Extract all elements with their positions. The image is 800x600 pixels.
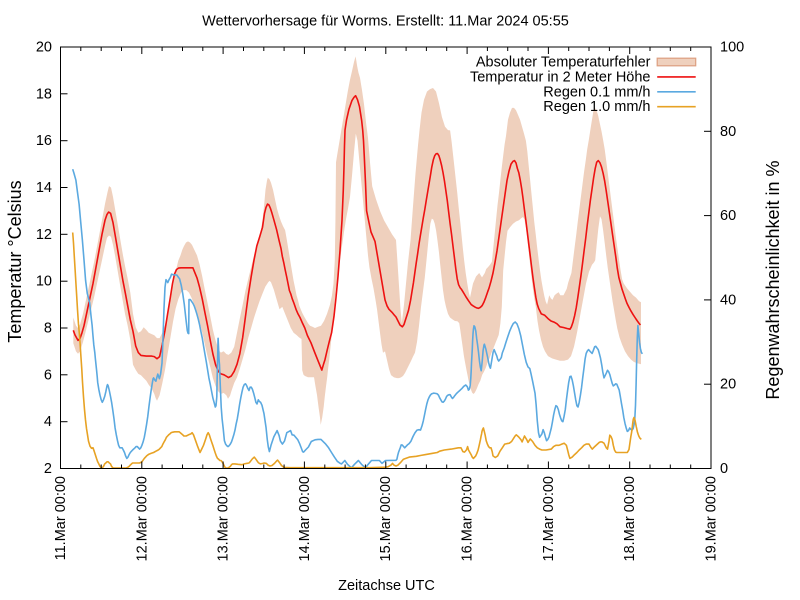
svg-text:Wettervorhersage für Worms. Er: Wettervorhersage für Worms. Erstellt: 11… xyxy=(202,14,569,30)
svg-text:12.Mar 00:00: 12.Mar 00:00 xyxy=(134,476,150,561)
svg-text:Regen 0.1 mm/h: Regen 0.1 mm/h xyxy=(543,84,650,100)
svg-text:20: 20 xyxy=(36,40,52,56)
svg-text:2: 2 xyxy=(44,461,52,477)
svg-text:17.Mar 00:00: 17.Mar 00:00 xyxy=(541,476,557,561)
svg-text:6: 6 xyxy=(44,367,52,383)
svg-text:8: 8 xyxy=(44,321,52,337)
svg-text:Zeitachse UTC: Zeitachse UTC xyxy=(338,578,435,594)
svg-text:16: 16 xyxy=(36,133,52,149)
svg-text:80: 80 xyxy=(720,124,736,140)
svg-text:4: 4 xyxy=(44,414,52,430)
svg-text:20: 20 xyxy=(720,377,736,393)
svg-text:14.Mar 00:00: 14.Mar 00:00 xyxy=(297,476,313,561)
svg-text:100: 100 xyxy=(720,40,744,56)
svg-text:10: 10 xyxy=(36,274,52,290)
svg-text:19.Mar 00:00: 19.Mar 00:00 xyxy=(704,476,720,561)
svg-text:Temperatur in 2 Meter Höhe: Temperatur in 2 Meter Höhe xyxy=(470,69,651,85)
svg-text:Absoluter Temperaturfehler: Absoluter Temperaturfehler xyxy=(476,55,651,71)
svg-text:11.Mar 00:00: 11.Mar 00:00 xyxy=(53,476,69,560)
svg-text:15.Mar 00:00: 15.Mar 00:00 xyxy=(378,476,394,561)
svg-text:16.Mar 00:00: 16.Mar 00:00 xyxy=(460,476,476,561)
svg-text:Regen 1.0 mm/h: Regen 1.0 mm/h xyxy=(543,99,650,115)
svg-text:0: 0 xyxy=(720,461,728,477)
svg-text:13.Mar 00:00: 13.Mar 00:00 xyxy=(216,476,232,561)
svg-text:60: 60 xyxy=(720,208,736,224)
svg-text:Temperatur °Celsius: Temperatur °Celsius xyxy=(5,180,25,342)
svg-text:Regenwahrscheinlichkeit in %: Regenwahrscheinlichkeit in % xyxy=(763,160,783,399)
svg-text:40: 40 xyxy=(720,292,736,308)
svg-text:18: 18 xyxy=(36,86,52,102)
svg-text:14: 14 xyxy=(36,180,52,196)
svg-text:18.Mar 00:00: 18.Mar 00:00 xyxy=(622,476,638,561)
svg-text:12: 12 xyxy=(36,227,52,243)
